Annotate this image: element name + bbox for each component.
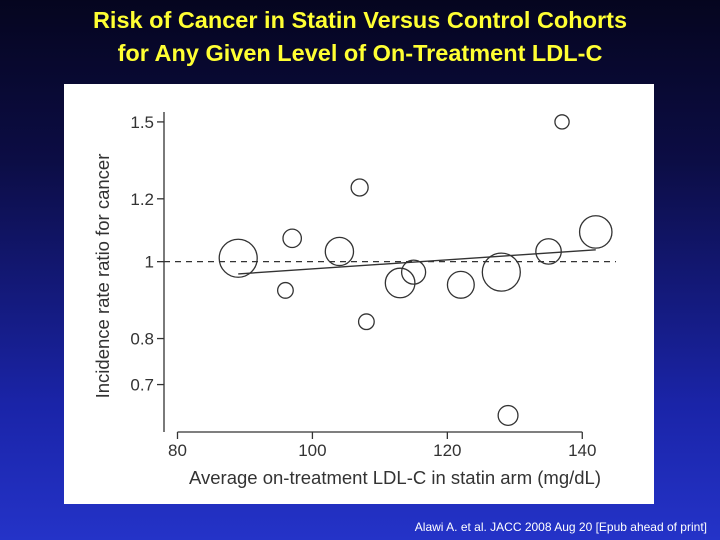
x-axis-label: Average on-treatment LDL-C in statin arm… <box>189 467 601 488</box>
data-point <box>578 215 613 249</box>
data-point <box>481 252 521 292</box>
data-point <box>357 313 375 331</box>
y-tick-label: 0.8 <box>130 330 154 349</box>
data-point <box>282 228 303 249</box>
x-tick-label: 140 <box>568 441 596 460</box>
data-point <box>324 236 355 267</box>
y-axis-label: Incidence rate ratio for cancer <box>92 154 113 399</box>
data-point <box>384 267 416 299</box>
data-point <box>218 238 258 278</box>
data-point <box>535 238 562 265</box>
y-tick-label: 1.2 <box>130 190 154 209</box>
scatter-chart: 80 100 120 140 0.7 0.8 1 1.2 1.5 Average on-treat… <box>92 112 616 488</box>
x-tick-label: 80 <box>168 441 187 460</box>
x-tick-label: 120 <box>433 441 461 460</box>
data-point <box>446 270 475 299</box>
data-point <box>276 281 294 299</box>
data-point <box>350 178 369 197</box>
data-point <box>497 404 519 427</box>
slide-title-line-2: for Any Given Level of On-Treatment LDL-… <box>117 40 603 66</box>
slide-title: Risk of Cancer in Statin Versus Control … <box>0 4 720 70</box>
x-tick-label: 100 <box>298 441 326 460</box>
y-tick-label: 0.7 <box>130 376 154 395</box>
y-tick-label: 1 <box>145 253 154 272</box>
citation: Alawi A. et al. JACC 2008 Aug 20 [Epub a… <box>414 520 707 534</box>
y-tick-label: 1.5 <box>130 113 154 132</box>
slide-title-line-1: Risk of Cancer in Statin Versus Control … <box>92 7 628 33</box>
data-point <box>400 259 427 285</box>
chart-panel: 80 100 120 140 0.7 0.8 1 1.2 1.5 Average on-treat… <box>64 84 654 504</box>
data-point <box>554 114 570 130</box>
